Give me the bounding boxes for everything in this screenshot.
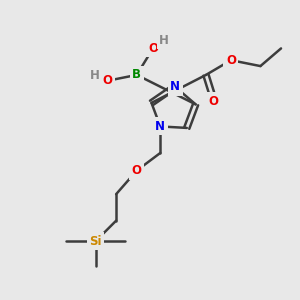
Text: O: O (148, 42, 158, 55)
Text: H: H (159, 34, 169, 47)
Text: O: O (226, 54, 236, 67)
Text: N: N (170, 80, 180, 93)
Text: H: H (90, 69, 100, 82)
Text: O: O (102, 74, 112, 87)
Text: N: N (155, 120, 165, 133)
Text: O: O (132, 164, 142, 177)
Text: O: O (208, 95, 218, 108)
Text: Si: Si (89, 235, 102, 248)
Text: B: B (132, 68, 141, 81)
